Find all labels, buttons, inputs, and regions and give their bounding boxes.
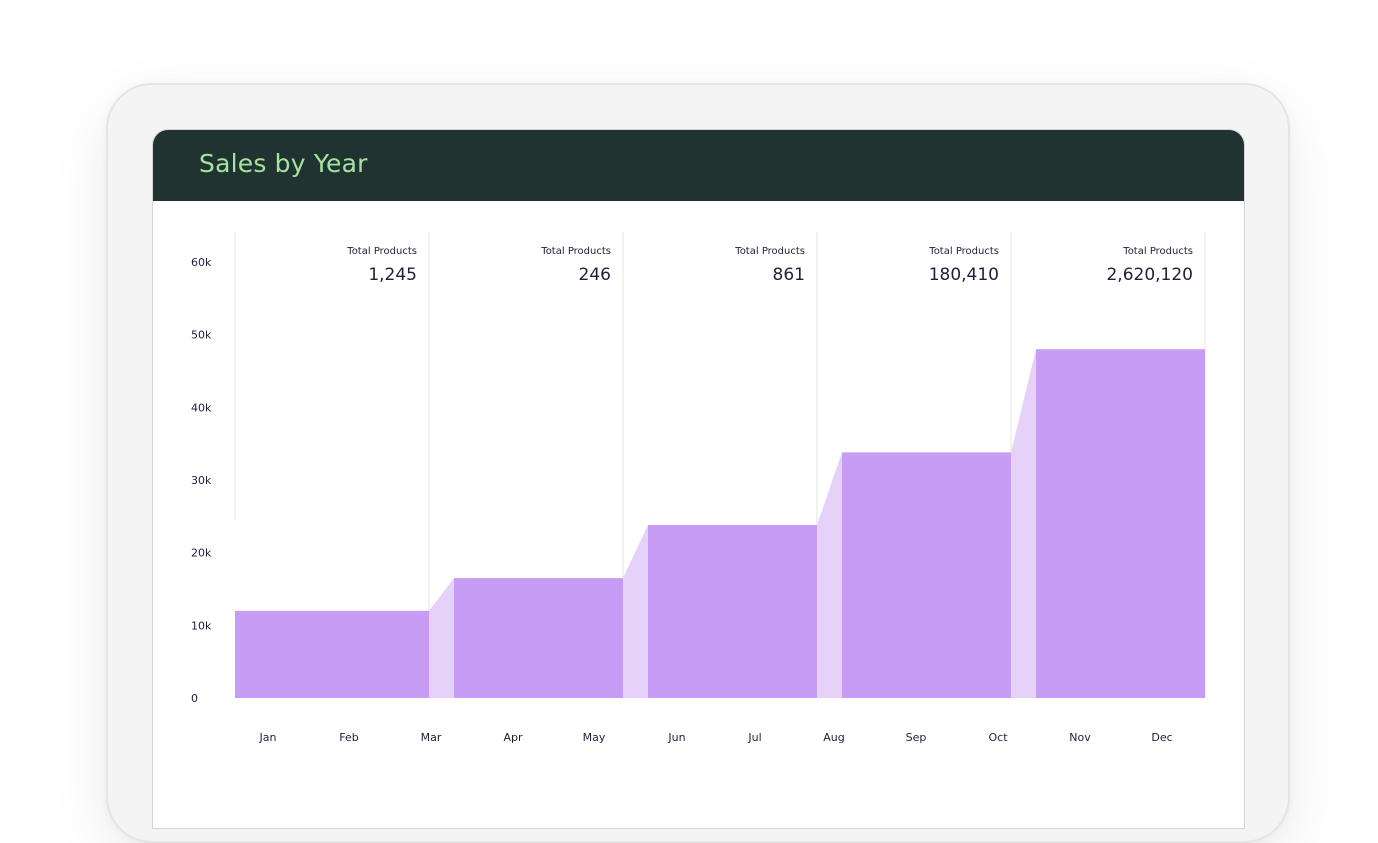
x-tick-label: Sep (906, 731, 927, 744)
x-tick-label: Jul (747, 731, 761, 744)
section-label: Total Products (1122, 246, 1193, 257)
step-transition (1011, 349, 1036, 698)
card-header: Sales by Year (153, 130, 1244, 201)
x-tick-label: Oct (988, 731, 1008, 744)
section-label: Total Products (928, 246, 999, 257)
x-tick-label: Feb (339, 731, 358, 744)
x-tick-label: Nov (1069, 731, 1091, 744)
section-total: 246 (579, 265, 611, 285)
x-tick-label: Jun (667, 731, 685, 744)
y-tick-label: 50k (191, 329, 212, 342)
step-area-chart: 0 10k 20k 30k 40k 50k 60k Total Products 1,245 To… (191, 232, 1206, 744)
x-tick-label: Apr (503, 731, 523, 744)
section-label: Total Products (734, 246, 805, 257)
y-tick-label: 0 (191, 692, 198, 705)
step-transition (817, 452, 842, 698)
step-bar (235, 610, 429, 698)
step-bar (454, 578, 623, 698)
y-tick-label: 20k (191, 547, 212, 560)
section-total: 2,620,120 (1106, 265, 1193, 285)
x-tick-label: Aug (823, 731, 844, 744)
step-bar (842, 452, 1011, 698)
x-tick-label: May (583, 731, 606, 744)
step-bar (1036, 349, 1205, 698)
section-label: Total Products (540, 246, 611, 257)
chart-title: Sales by Year (199, 149, 368, 178)
x-tick-label: Dec (1151, 731, 1172, 744)
step-transition (623, 525, 648, 698)
y-tick-label: 10k (191, 619, 212, 632)
section-total: 180,410 (929, 265, 999, 285)
step-bar (648, 525, 817, 698)
y-tick-label: 40k (191, 401, 212, 414)
y-tick-label: 60k (191, 256, 212, 269)
section-total: 1,245 (368, 265, 417, 285)
chart-card: Sales by Year (152, 129, 1245, 829)
section-label: Total Products (346, 246, 417, 257)
y-tick-label: 30k (191, 474, 212, 487)
x-tick-label: Jan (259, 731, 277, 744)
step-transition (429, 578, 454, 698)
section-total: 861 (773, 265, 805, 285)
x-tick-label: Mar (421, 731, 442, 744)
